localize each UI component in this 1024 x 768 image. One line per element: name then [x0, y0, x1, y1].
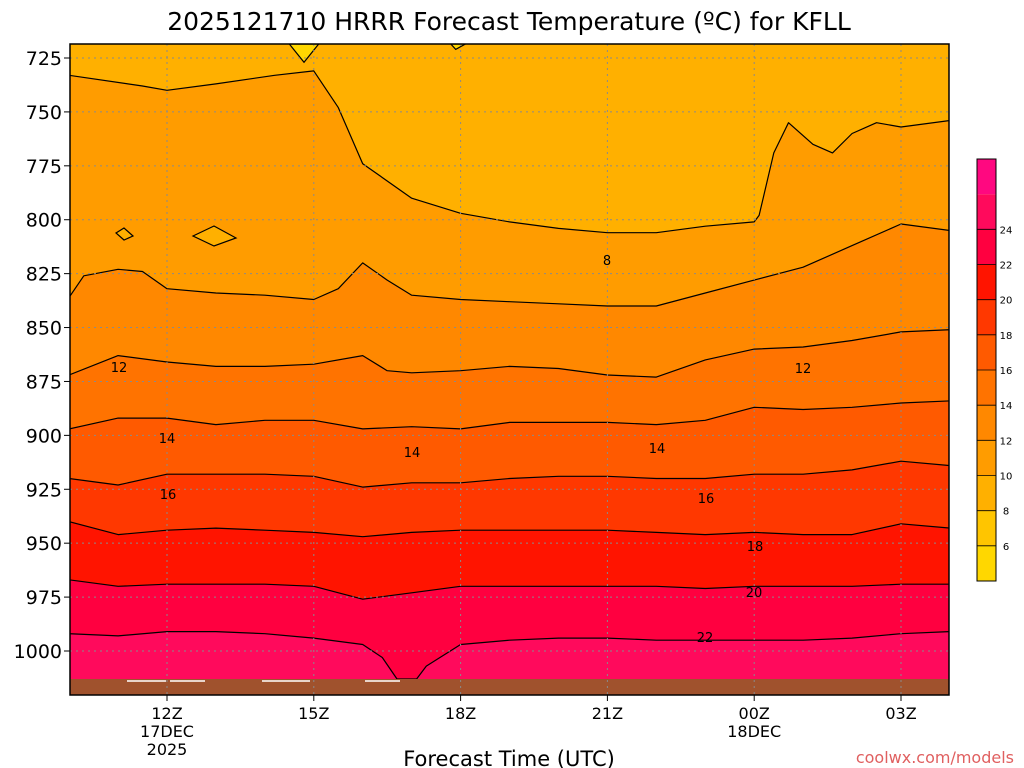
- band-8: [70, 44, 949, 233]
- y-tick-label-925: 925: [26, 479, 62, 501]
- colorbar-swatch: [977, 440, 996, 476]
- colorbar-label-16: 16: [1000, 366, 1013, 377]
- x-date-label-18DEC: 18DEC: [727, 722, 781, 741]
- colorbar-label-10: 10: [1000, 472, 1013, 483]
- contour-line-12: [70, 329, 949, 378]
- contour-label-14: 14: [649, 442, 666, 457]
- x-tick-label-21Z: 21Z: [592, 704, 623, 723]
- colorbar-swatch: [977, 475, 996, 511]
- x-tick-label-15Z: 15Z: [298, 704, 329, 723]
- y-tick-label-775: 775: [26, 156, 62, 178]
- x-tick-label-00Z: 00Z: [739, 704, 770, 723]
- ground-band: [70, 679, 949, 695]
- contour-label-14: 14: [159, 432, 176, 447]
- plot-area: 725 750 775 800 825 850 875 900 925 950 975 1000 12Z…: [14, 43, 950, 759]
- y-tick-label-825: 825: [26, 264, 62, 286]
- contour-blob-1: [114, 227, 135, 241]
- contour-blob-2: [191, 225, 238, 247]
- colorbar-label-14: 14: [1000, 401, 1013, 412]
- contour-line-14: [70, 400, 949, 430]
- colorbar-swatch: [977, 229, 996, 265]
- y-tick-label-800: 800: [26, 210, 62, 232]
- x-tick-label-12Z: 12Z: [151, 704, 182, 723]
- colorbar-label-6: 6: [1003, 542, 1009, 553]
- y-tick-label-750: 750: [26, 102, 62, 124]
- x-date-label-17DEC: 17DEC: [140, 722, 194, 741]
- y-tick-label-725: 725: [26, 48, 62, 70]
- contour-label-16: 16: [698, 492, 715, 507]
- contour-label-20: 20: [746, 586, 763, 601]
- y-tick-label-950: 950: [26, 533, 62, 555]
- colorbar-label-8: 8: [1003, 507, 1009, 518]
- contour-label-22: 22: [697, 631, 714, 646]
- colorbar-swatch: [977, 264, 996, 300]
- contour-line-18: [70, 521, 949, 538]
- contour-line-16: [70, 460, 949, 488]
- y-tick-label-850: 850: [26, 318, 62, 340]
- plot-frame: [69, 43, 950, 696]
- contour-line-20: [70, 579, 949, 600]
- y-tick-label-1000: 1000: [14, 641, 62, 663]
- colorbar-swatch: [977, 334, 996, 370]
- colorbar-swatch: [977, 405, 996, 441]
- colorbar-label-12: 12: [1000, 436, 1013, 447]
- contour-bands: [70, 44, 949, 680]
- grid: [70, 44, 949, 695]
- colorbar-swatch: [977, 370, 996, 406]
- contour-line-10: [70, 223, 949, 307]
- y-tick-label-975: 975: [26, 587, 62, 609]
- contour-label-16: 16: [160, 488, 177, 503]
- contour-label-12: 12: [795, 362, 812, 377]
- contour-label-18: 18: [747, 540, 764, 555]
- y-tick-label-875: 875: [26, 371, 62, 393]
- colorbar-label-22: 22: [1000, 261, 1013, 272]
- cold-spike-2: [450, 44, 466, 51]
- contour-label-14: 14: [404, 446, 421, 461]
- contour-line-22: [70, 631, 949, 680]
- cold-spike-1: [288, 44, 320, 64]
- colorbar-swatch: [977, 545, 996, 581]
- x-axis-label: Forecast Time (UTC): [403, 747, 615, 768]
- colorbar-swatch: [977, 194, 996, 230]
- colorbar: 6 8 10 12 14 16 18 20 22 24: [976, 158, 1013, 582]
- colorbar-swatch: [977, 510, 996, 546]
- x-tick-label-18Z: 18Z: [445, 704, 476, 723]
- x-tick-label-03Z: 03Z: [885, 704, 916, 723]
- chart-title: 2025121710 HRRR Forecast Temperature (ºC…: [167, 7, 851, 36]
- colorbar-swatch: [977, 299, 996, 335]
- x-year-label-2025: 2025: [147, 740, 188, 759]
- colorbar-swatch: [977, 159, 996, 195]
- colorbar-label-24: 24: [1000, 225, 1013, 236]
- y-tick-label-900: 900: [26, 425, 62, 447]
- contour-label-12: 12: [111, 361, 128, 376]
- credit-text: coolwx.com/models: [856, 748, 1014, 767]
- contour-line-8: [70, 70, 949, 234]
- contour-label-8: 8: [603, 254, 611, 269]
- colorbar-label-18: 18: [1000, 331, 1013, 342]
- colorbar-label-20: 20: [1000, 296, 1013, 307]
